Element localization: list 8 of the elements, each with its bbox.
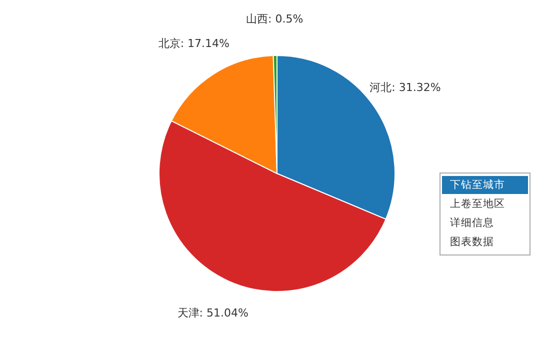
text: 详细信息: [450, 216, 494, 229]
text: 下钻至城市: [450, 178, 505, 191]
text: 上卷至地区: [450, 197, 505, 210]
text: 图表数据: [450, 235, 494, 248]
slice-label: 北京: 17.14%: [158, 36, 230, 50]
slice-label: 天津: 51.04%: [177, 306, 248, 320]
slice-label: 河北: 31.32%: [370, 81, 441, 94]
slice-label: 山西: 0.5%: [246, 12, 304, 26]
